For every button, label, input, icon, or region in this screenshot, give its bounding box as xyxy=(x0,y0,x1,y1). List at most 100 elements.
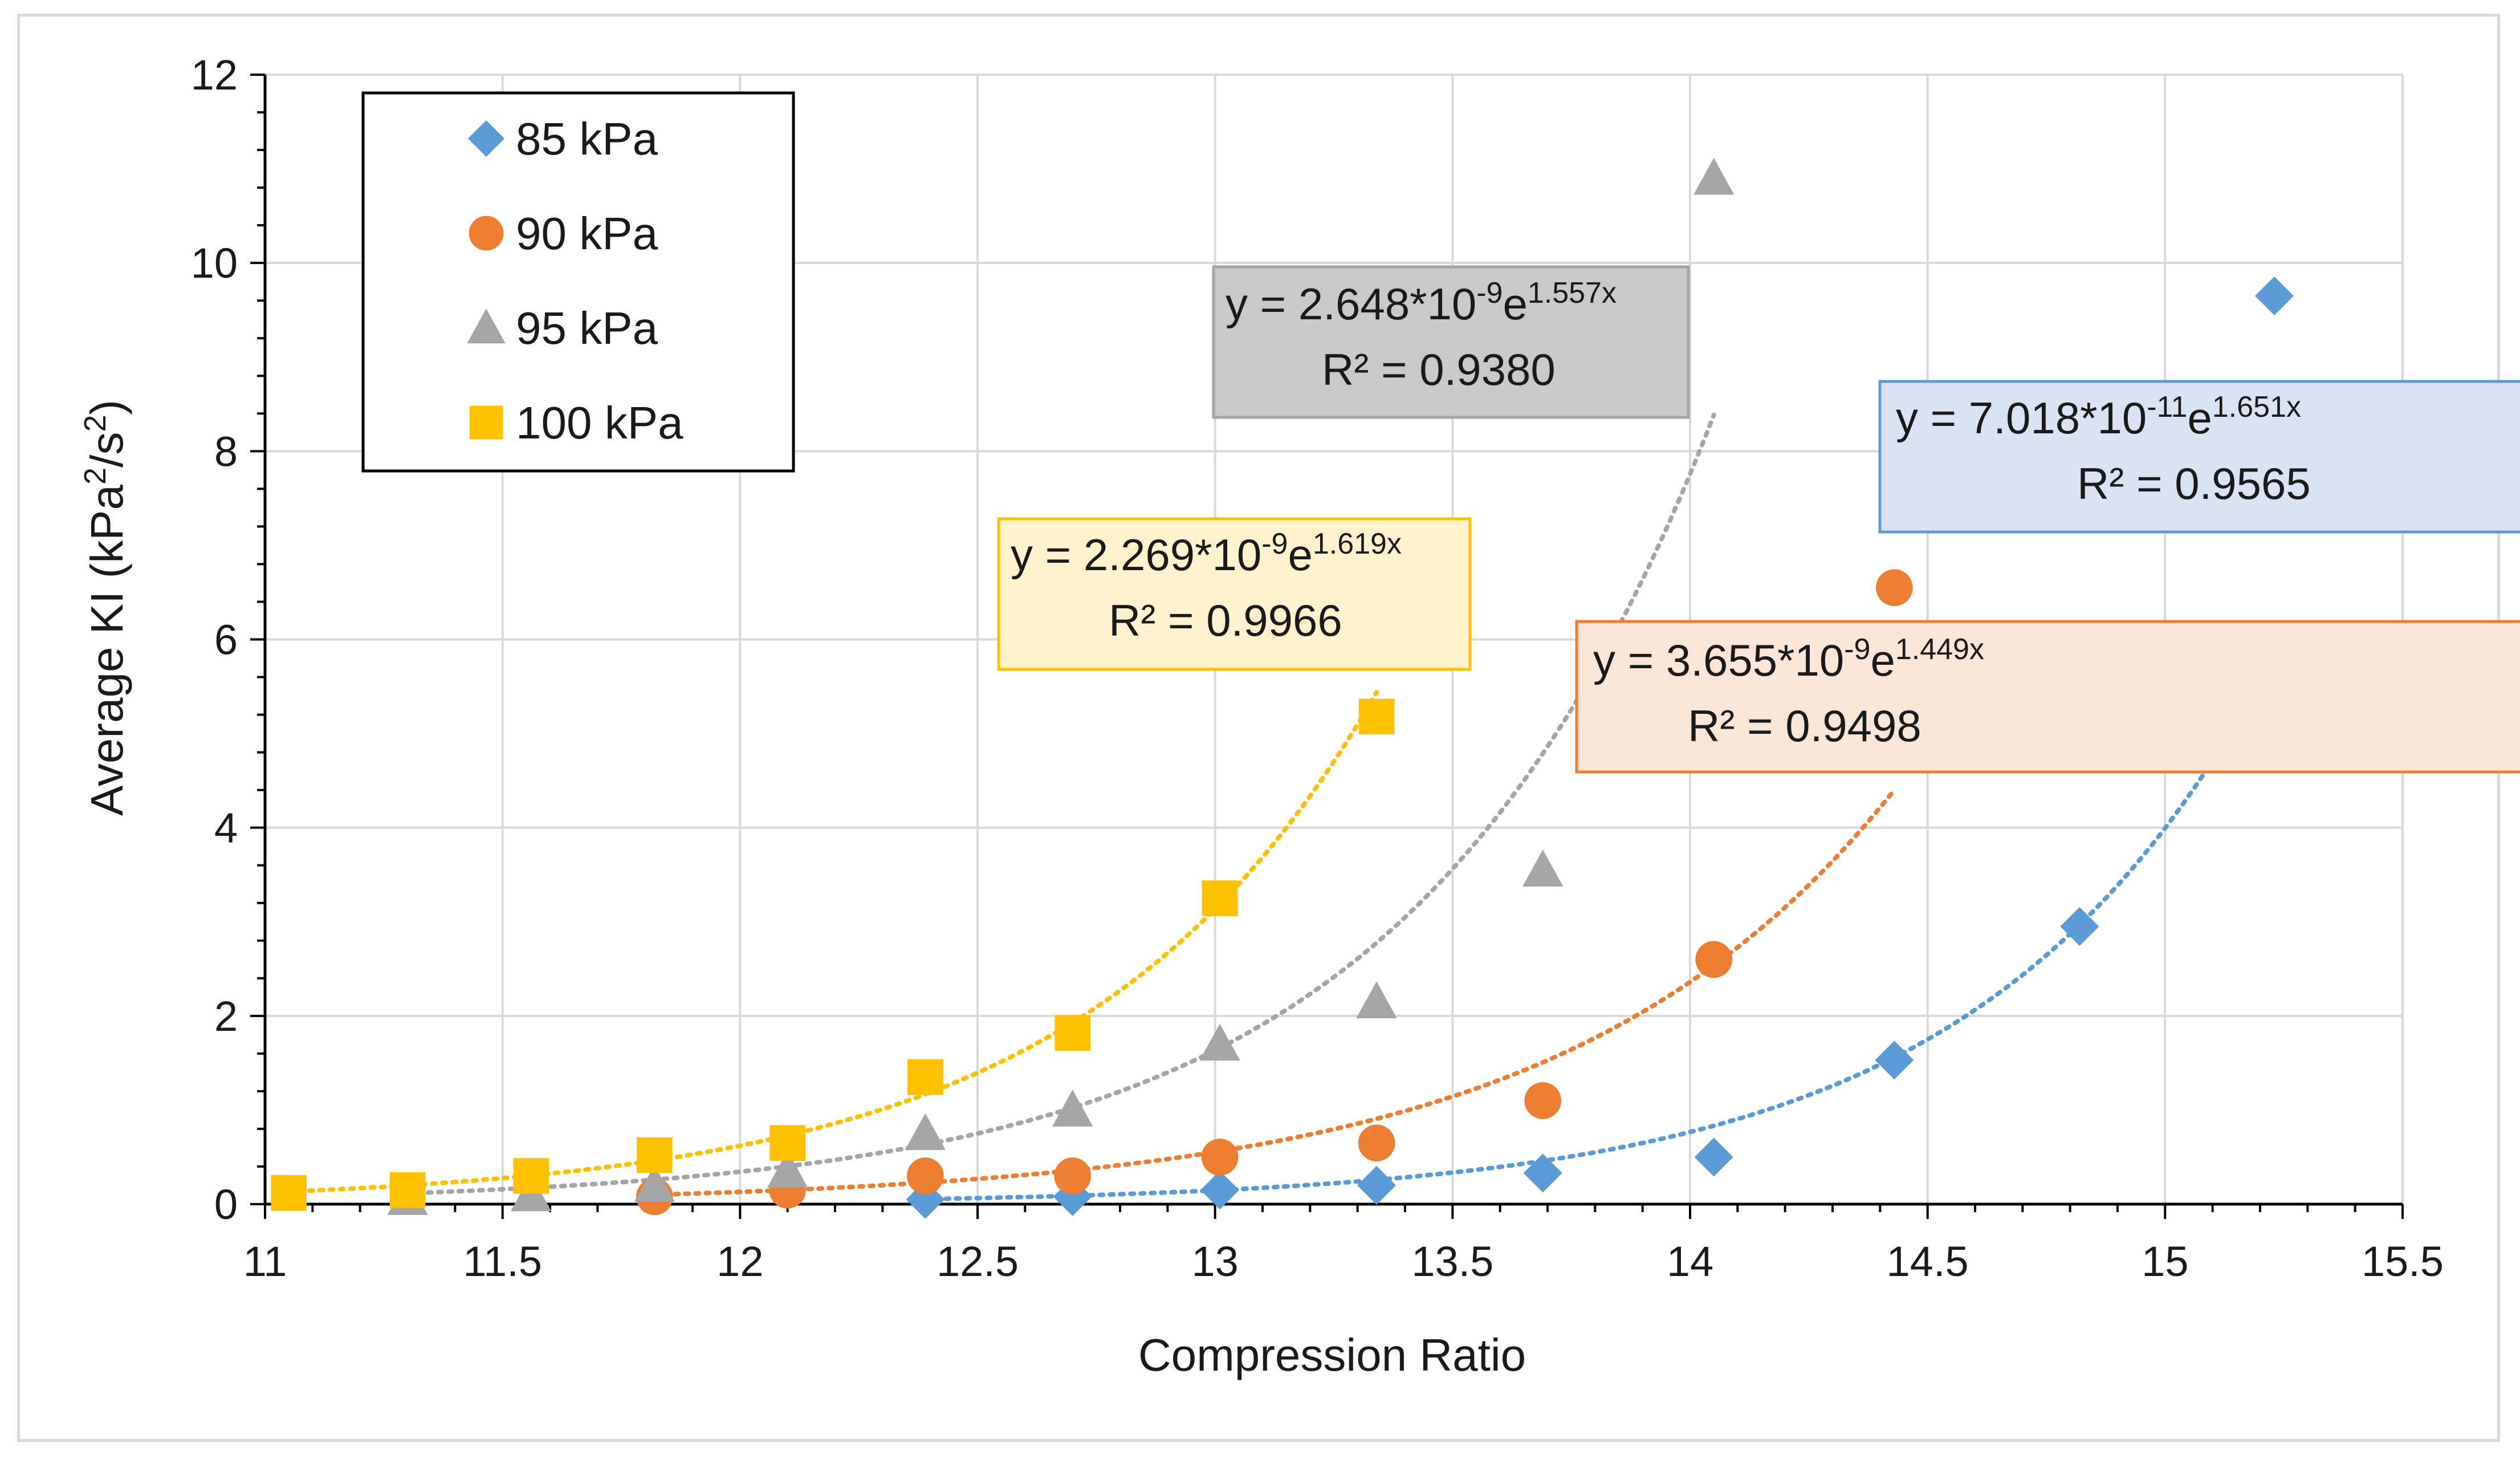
legend-label: 95 kPa xyxy=(516,303,658,353)
axes: 11 11.5 12 12.5 13 13.5 14 14.5 15 15.5 0 2 4 6 8 10 12 xyxy=(191,51,2444,1285)
data-point-diamond xyxy=(2060,907,2099,946)
data-markers xyxy=(271,157,2294,1219)
equation-e: e xyxy=(1288,530,1312,580)
equation-box-diamond: y = 7.018*10-11e1.651x R² = 0.9565 xyxy=(1878,380,2520,534)
data-point-circle xyxy=(1524,1082,1561,1119)
y-axis-title-sup1: 2 xyxy=(78,468,112,485)
legend-label: 100 kPa xyxy=(516,397,683,448)
x-tick-label: 11 xyxy=(243,1238,287,1285)
data-point-square xyxy=(1202,880,1238,916)
data-point-triangle xyxy=(905,1113,946,1151)
legend-item-square: 100 kPa xyxy=(469,397,683,448)
data-point-diamond xyxy=(2255,276,2294,315)
y-tick-label: 10 xyxy=(191,239,238,287)
data-point-square xyxy=(1358,698,1395,735)
legend-label: 90 kPa xyxy=(516,208,658,259)
data-point-diamond xyxy=(1875,1041,1914,1080)
legend-label: 85 kPa xyxy=(516,113,658,164)
data-point-square xyxy=(389,1172,426,1208)
y-tick-label: 2 xyxy=(214,993,238,1040)
equation-box-bg xyxy=(1212,265,1690,419)
y-axis-title: Average KI (kPa2/s2) xyxy=(78,400,132,816)
equation-exp1: -9 xyxy=(1261,527,1288,560)
y-tick-label: 8 xyxy=(214,428,238,475)
equation-lead: y = 2.269*10 xyxy=(1011,530,1261,580)
trend-equations: y = 7.018*10-11e1.651x R² = 0.9565 y = 3.6… xyxy=(997,265,2520,774)
y-axis-title-main: Average KI (kPa xyxy=(82,484,132,816)
y-axis-title-mid: /s xyxy=(82,432,132,468)
equation-text: y = 2.648*10-9e1.557x xyxy=(1226,277,1617,329)
x-tick-label: 13.5 xyxy=(1411,1238,1493,1285)
data-point-diamond xyxy=(1523,1153,1562,1193)
x-tick-label: 13 xyxy=(1192,1238,1239,1285)
r-squared-text: R² = 0.9498 xyxy=(1688,701,1921,751)
legend-item-triangle: 95 kPa xyxy=(467,303,658,353)
equation-box-square: y = 2.269*10-9e1.619x R² = 0.9966 xyxy=(997,517,1472,671)
y-tick-label: 12 xyxy=(191,51,238,99)
trendline-diamond xyxy=(923,652,2277,1202)
equation-lead: y = 2.648*10 xyxy=(1226,279,1476,329)
equation-lead: y = 7.018*10 xyxy=(1896,393,2147,443)
data-point-square xyxy=(1055,1015,1090,1051)
x-tick-label: 14 xyxy=(1667,1238,1713,1285)
x-tick-label: 15.5 xyxy=(2362,1238,2444,1285)
equation-box-bg xyxy=(1575,620,2520,774)
equation-box-bg xyxy=(997,517,1472,671)
x-tick-label: 14.5 xyxy=(1887,1238,1969,1285)
equation-box-circle: y = 3.655*10-9e1.449x R² = 0.9498 xyxy=(1575,620,2520,774)
legend-box xyxy=(361,91,795,473)
y-axis-title-end: ) xyxy=(82,400,132,415)
data-point-triangle xyxy=(1356,981,1397,1018)
legend: 85 kPa 90 kPa 95 kPa 100 kPa xyxy=(361,91,795,473)
y-axis-title-sup2: 2 xyxy=(78,415,112,432)
data-point-diamond xyxy=(1694,1137,1733,1177)
equation-lead: y = 3.655*10 xyxy=(1593,635,1844,685)
legend-marker-square xyxy=(469,405,503,440)
data-point-triangle xyxy=(1693,157,1735,195)
x-tick-label: 12.5 xyxy=(937,1238,1019,1285)
equation-exp2: 1.651x xyxy=(2212,391,2301,424)
y-tick-label: 4 xyxy=(214,804,238,852)
data-point-triangle xyxy=(1199,1023,1240,1061)
equation-text: y = 2.269*10-9e1.619x xyxy=(1011,527,1402,580)
equation-box-triangle: y = 2.648*10-9e1.557x R² = 0.9380 xyxy=(1212,265,1690,419)
r-squared-text: R² = 0.9565 xyxy=(2077,458,2311,509)
equation-text: y = 7.018*10-11e1.651x xyxy=(1896,391,2301,443)
data-point-circle xyxy=(1201,1139,1239,1176)
y-tick-label: 6 xyxy=(214,616,238,664)
y-tick-label: 0 xyxy=(214,1181,238,1228)
data-point-triangle xyxy=(634,1165,675,1202)
data-point-square xyxy=(907,1059,943,1095)
equation-box-bg xyxy=(1878,380,2520,534)
equation-exp2: 1.449x xyxy=(1895,633,1984,666)
equation-e: e xyxy=(1870,635,1895,685)
trendline-square xyxy=(286,690,1379,1194)
equation-e: e xyxy=(2188,393,2212,443)
legend-item-circle: 90 kPa xyxy=(469,208,658,259)
data-point-triangle xyxy=(1522,850,1564,887)
data-point-square xyxy=(271,1175,307,1211)
data-point-triangle xyxy=(767,1151,808,1188)
x-tick-label: 15 xyxy=(2142,1238,2188,1285)
legend-item-diamond: 85 kPa xyxy=(468,113,658,164)
data-point-triangle xyxy=(1052,1090,1093,1127)
x-tick-label: 12 xyxy=(716,1238,763,1285)
data-point-circle xyxy=(1695,941,1732,978)
x-tick-label: 11.5 xyxy=(463,1238,542,1285)
legend-marker-diamond xyxy=(468,120,504,157)
legend-marker-triangle xyxy=(467,308,506,344)
data-point-circle xyxy=(1876,569,1913,607)
data-point-diamond xyxy=(1200,1171,1239,1210)
equation-e: e xyxy=(1503,279,1527,329)
legend-marker-circle xyxy=(469,216,504,251)
trendline-circle xyxy=(652,787,1897,1197)
data-point-diamond xyxy=(1357,1165,1396,1205)
equation-exp2: 1.557x xyxy=(1528,277,1617,310)
data-point-square xyxy=(770,1125,805,1161)
equation-text: y = 3.655*10-9e1.449x xyxy=(1593,633,1984,685)
data-point-circle xyxy=(1054,1157,1091,1194)
r-squared-text: R² = 0.9380 xyxy=(1322,344,1556,395)
data-point-circle xyxy=(907,1157,944,1194)
r-squared-text: R² = 0.9966 xyxy=(1109,595,1342,645)
